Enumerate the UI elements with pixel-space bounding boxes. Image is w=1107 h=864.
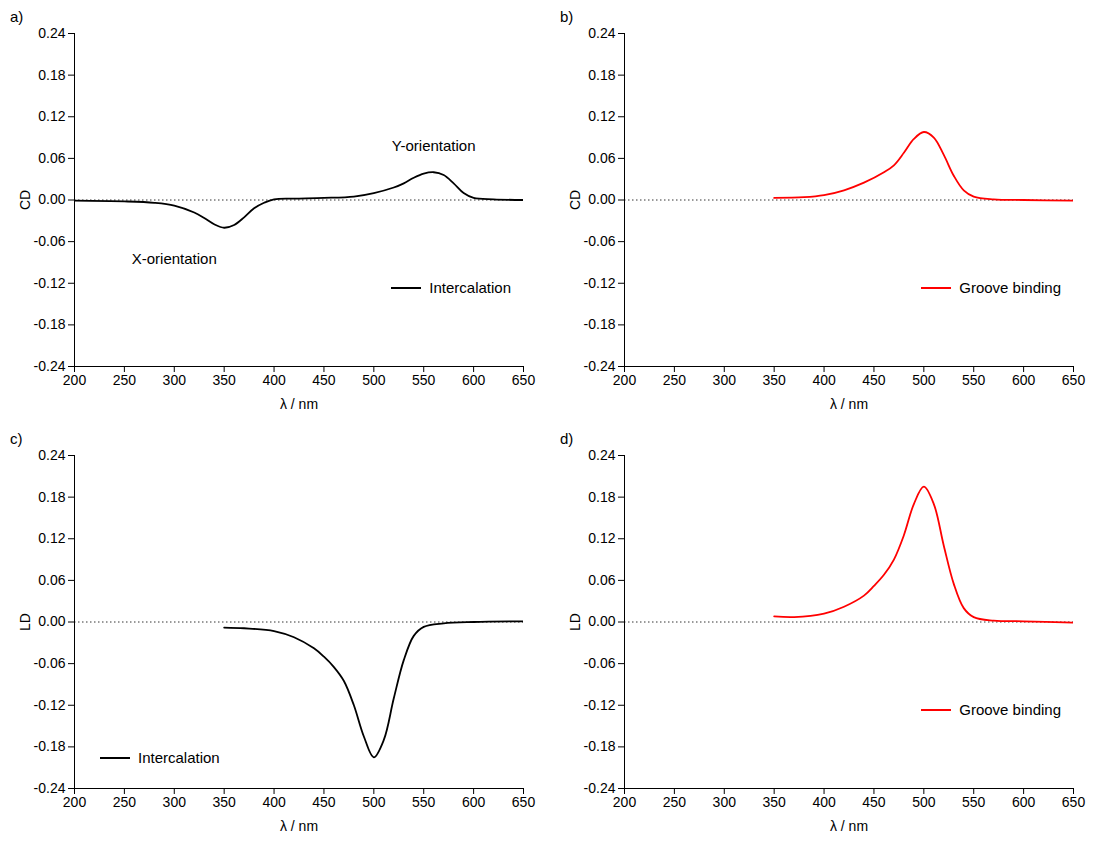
svg-text:0.00: 0.00 — [588, 191, 615, 207]
html-text:Intercalation: Intercalation — [429, 279, 511, 296]
svg-text:CD: CD — [567, 190, 583, 210]
svg-text:0.00: 0.00 — [38, 613, 65, 629]
svg-text:-0.06: -0.06 — [584, 655, 616, 671]
svg-text:-0.12: -0.12 — [584, 275, 616, 291]
svg-text:350: 350 — [762, 372, 786, 388]
svg-text:200: 200 — [63, 794, 87, 810]
html-text:Groove binding: Groove binding — [959, 279, 1061, 296]
svg-text:650: 650 — [1062, 794, 1086, 810]
svg-text:-0.18: -0.18 — [34, 738, 66, 754]
svg-text:650: 650 — [512, 372, 536, 388]
svg-text:500: 500 — [912, 794, 936, 810]
html-text:d): d) — [560, 430, 574, 447]
svg-text:LD: LD — [17, 613, 33, 631]
svg-text:Y-orientation: Y-orientation — [392, 137, 476, 154]
svg-text:0.06: 0.06 — [588, 150, 615, 166]
svg-text:-0.06: -0.06 — [34, 233, 66, 249]
svg-text:0.18: 0.18 — [588, 489, 615, 505]
svg-text:550: 550 — [412, 372, 436, 388]
svg-text:400: 400 — [262, 372, 286, 388]
svg-text:450: 450 — [862, 794, 886, 810]
svg-text:250: 250 — [663, 794, 687, 810]
svg-text:0.06: 0.06 — [38, 150, 65, 166]
svg-text:λ / nm: λ / nm — [280, 818, 318, 834]
svg-text:-0.24: -0.24 — [584, 358, 616, 374]
svg-text:-0.18: -0.18 — [584, 316, 616, 332]
svg-text:250: 250 — [663, 372, 687, 388]
svg-text:350: 350 — [212, 372, 236, 388]
svg-text:-0.24: -0.24 — [34, 780, 66, 796]
svg-text:-0.18: -0.18 — [584, 738, 616, 754]
svg-text:λ / nm: λ / nm — [280, 396, 318, 412]
svg-text:450: 450 — [312, 794, 336, 810]
svg-text:-0.12: -0.12 — [34, 275, 66, 291]
svg-text:650: 650 — [512, 794, 536, 810]
svg-text:600: 600 — [1012, 794, 1036, 810]
svg-text:300: 300 — [713, 794, 737, 810]
svg-text:300: 300 — [163, 372, 187, 388]
svg-text:0.24: 0.24 — [588, 25, 615, 41]
svg-text:250: 250 — [113, 372, 137, 388]
svg-text:0.18: 0.18 — [38, 489, 65, 505]
svg-text:0.24: 0.24 — [38, 25, 65, 41]
svg-text:200: 200 — [613, 794, 637, 810]
svg-text:0.00: 0.00 — [38, 191, 65, 207]
svg-text:λ / nm: λ / nm — [830, 818, 868, 834]
svg-text:550: 550 — [962, 372, 986, 388]
svg-text:λ / nm: λ / nm — [830, 396, 868, 412]
html-text:Groove binding: Groove binding — [959, 701, 1061, 718]
svg-text:0.06: 0.06 — [588, 572, 615, 588]
html-text:a): a) — [10, 8, 24, 25]
svg-text:-0.24: -0.24 — [34, 358, 66, 374]
svg-text:0.12: 0.12 — [38, 108, 65, 124]
svg-text:200: 200 — [613, 372, 637, 388]
svg-text:-0.18: -0.18 — [34, 316, 66, 332]
svg-text:650: 650 — [1062, 372, 1086, 388]
svg-text:0.24: 0.24 — [38, 447, 65, 463]
svg-text:0.18: 0.18 — [588, 67, 615, 83]
svg-text:500: 500 — [362, 372, 386, 388]
svg-text:0.12: 0.12 — [588, 108, 615, 124]
svg-text:600: 600 — [462, 794, 486, 810]
svg-text:0.12: 0.12 — [588, 530, 615, 546]
svg-text:-0.24: -0.24 — [584, 780, 616, 796]
svg-text:X-orientation: X-orientation — [132, 250, 217, 267]
svg-text:600: 600 — [462, 372, 486, 388]
svg-text:400: 400 — [812, 794, 836, 810]
svg-text:400: 400 — [262, 794, 286, 810]
svg-text:500: 500 — [912, 372, 936, 388]
svg-text:400: 400 — [812, 372, 836, 388]
svg-text:-0.06: -0.06 — [584, 233, 616, 249]
html-text:Intercalation: Intercalation — [138, 749, 220, 766]
svg-text:300: 300 — [713, 372, 737, 388]
html-text:b): b) — [560, 8, 574, 25]
svg-text:0.18: 0.18 — [38, 67, 65, 83]
svg-text:250: 250 — [113, 794, 137, 810]
svg-text:CD: CD — [17, 190, 33, 210]
svg-text:600: 600 — [1012, 372, 1036, 388]
svg-text:450: 450 — [862, 372, 886, 388]
svg-text:350: 350 — [762, 794, 786, 810]
svg-text:0.00: 0.00 — [588, 613, 615, 629]
svg-text:0.12: 0.12 — [38, 530, 65, 546]
svg-text:550: 550 — [962, 794, 986, 810]
svg-text:0.24: 0.24 — [588, 447, 615, 463]
svg-text:0.06: 0.06 — [38, 572, 65, 588]
svg-text:500: 500 — [362, 794, 386, 810]
svg-text:LD: LD — [567, 613, 583, 631]
svg-text:300: 300 — [163, 794, 187, 810]
svg-text:-0.12: -0.12 — [34, 697, 66, 713]
svg-text:-0.12: -0.12 — [584, 697, 616, 713]
svg-text:350: 350 — [212, 794, 236, 810]
svg-text:550: 550 — [412, 794, 436, 810]
svg-text:450: 450 — [312, 372, 336, 388]
svg-text:-0.06: -0.06 — [34, 655, 66, 671]
html-text:c): c) — [10, 430, 23, 447]
svg-text:200: 200 — [63, 372, 87, 388]
